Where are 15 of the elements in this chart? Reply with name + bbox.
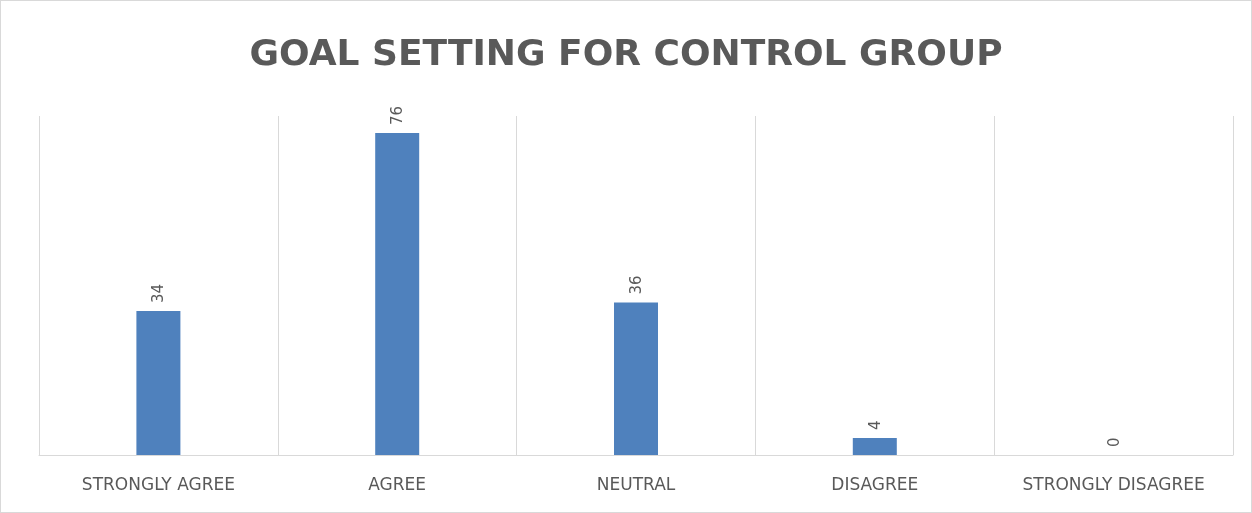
data-label: 0 (1104, 437, 1123, 447)
data-label: 76 (388, 105, 407, 125)
bar (375, 132, 420, 455)
bar (136, 310, 181, 455)
data-label: 36 (627, 275, 645, 295)
data-label: 4 (865, 420, 884, 431)
chart-title: GOAL SETTING FOR CONTROL GROUP (249, 31, 1003, 73)
x-tick-label: NEUTRAL (596, 473, 676, 494)
data-label: 34 (149, 283, 168, 303)
bar (852, 438, 897, 455)
x-tick-label: AGREE (368, 473, 427, 494)
x-tick-label: DISAGREE (831, 473, 919, 494)
x-tick-label: STRONGLY AGREE (81, 473, 235, 494)
x-tick-label: STRONGLY DISAGREE (1022, 473, 1205, 494)
bar (614, 302, 658, 455)
